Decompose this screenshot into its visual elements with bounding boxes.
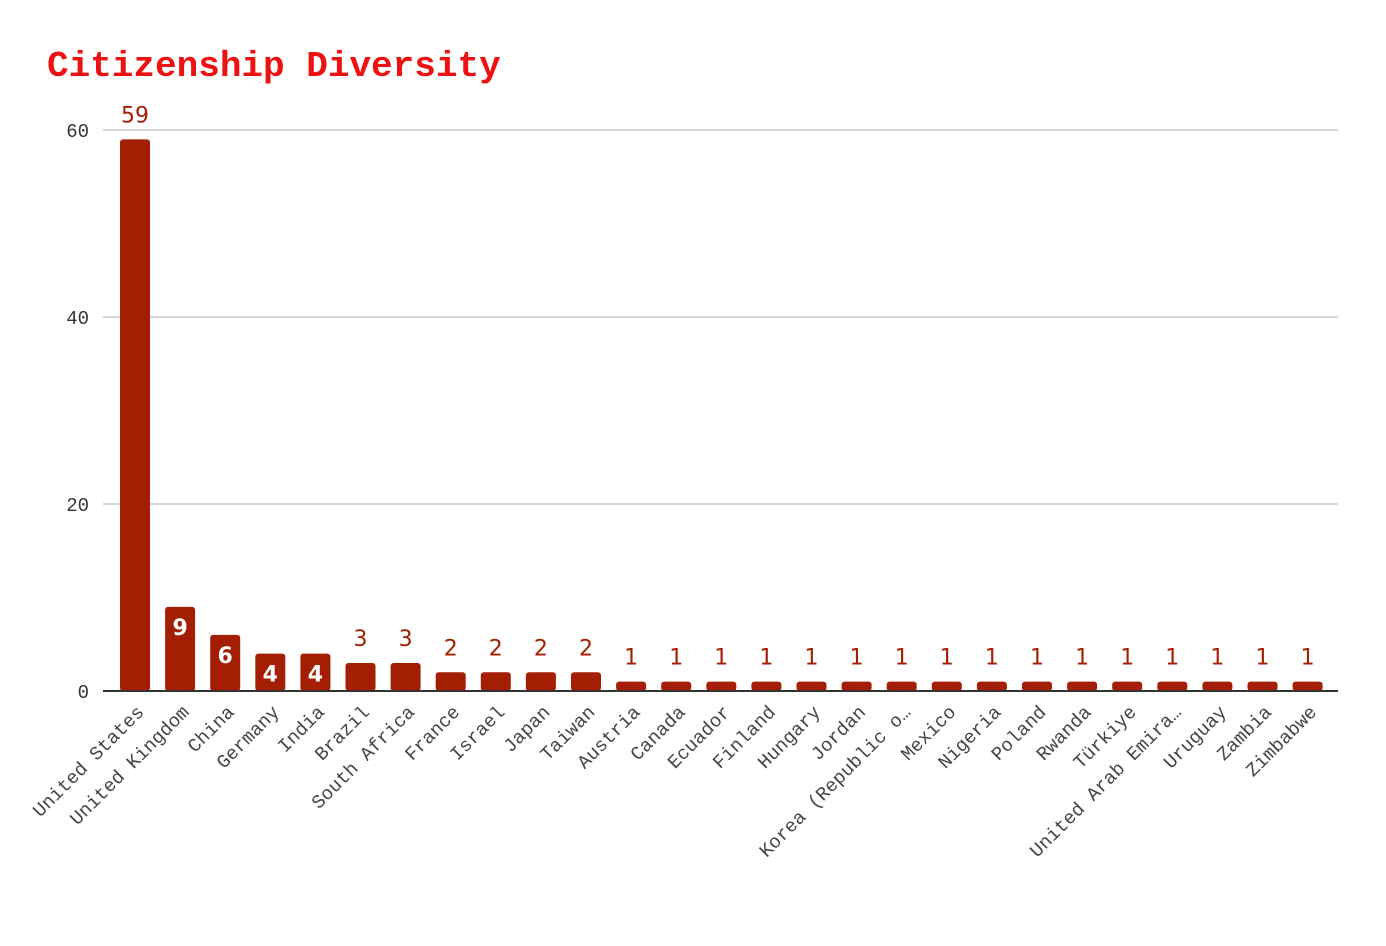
chart-title: Citizenship Diversity (47, 46, 501, 87)
bar-zambia (1247, 681, 1278, 691)
bar-austria (616, 681, 647, 691)
data-label-ecuador: 1 (714, 646, 728, 671)
bar-t-rkiye (1112, 681, 1143, 691)
data-label-japan: 2 (534, 636, 548, 661)
bar-south-africa (390, 662, 421, 691)
data-label-united-kingdom: 9 (172, 616, 187, 641)
bar-canada (661, 681, 692, 691)
bar-united-kingdom (165, 606, 196, 691)
bar-zimbabwe (1292, 681, 1323, 691)
data-label-mexico: 1 (940, 646, 954, 671)
bar-nigeria (976, 681, 1007, 691)
data-label-uruguay: 1 (1210, 646, 1224, 671)
data-label-taiwan: 2 (579, 636, 593, 661)
bar-china (210, 634, 241, 691)
bar-finland (751, 681, 782, 691)
data-label-austria: 1 (624, 646, 638, 671)
bar-india (300, 653, 331, 691)
data-label-india: 4 (308, 663, 323, 688)
bar-rwanda (1067, 681, 1098, 691)
y-tick-label-60: 60 (66, 121, 89, 143)
bar-japan (525, 672, 556, 691)
bar-hungary (796, 681, 827, 691)
data-label-israel: 2 (489, 636, 503, 661)
data-label-hungary: 1 (805, 646, 819, 671)
data-label-zambia: 1 (1256, 646, 1270, 671)
bar-ecuador (706, 681, 737, 691)
data-label-china: 6 (218, 644, 233, 669)
bar-israel (480, 672, 511, 691)
data-label-t-rkiye: 1 (1120, 646, 1134, 671)
bar-taiwan (571, 672, 601, 691)
data-label-jordan: 1 (850, 646, 864, 671)
data-label-united-arab-emira-: 1 (1165, 646, 1179, 671)
data-label-south-africa: 3 (399, 627, 413, 652)
data-label-united-states: 59 (121, 103, 149, 128)
bar-uruguay (1202, 681, 1233, 691)
data-label-brazil: 3 (354, 627, 368, 652)
bar-united-arab-emira- (1157, 681, 1188, 691)
bar-korea-republic-o- (886, 681, 917, 691)
data-label-poland: 1 (1030, 646, 1044, 671)
y-tick-label-0: 0 (78, 682, 89, 704)
bar-mexico (931, 681, 962, 691)
bar-brazil (345, 662, 376, 691)
data-label-nigeria: 1 (985, 646, 999, 671)
bar-france (435, 672, 466, 691)
y-tick-label-40: 40 (66, 308, 89, 330)
data-label-zimbabwe: 1 (1301, 646, 1315, 671)
data-label-finland: 1 (759, 646, 773, 671)
bar-jordan (841, 681, 872, 691)
data-label-rwanda: 1 (1075, 646, 1089, 671)
bar-germany (255, 653, 286, 691)
data-label-france: 2 (444, 636, 458, 661)
bar-poland (1022, 681, 1052, 691)
data-label-korea-republic-o-: 1 (895, 646, 909, 671)
data-label-germany: 4 (263, 663, 278, 688)
data-label-canada: 1 (669, 646, 683, 671)
y-tick-label-20: 20 (66, 495, 89, 517)
bar-united-states (120, 139, 150, 692)
